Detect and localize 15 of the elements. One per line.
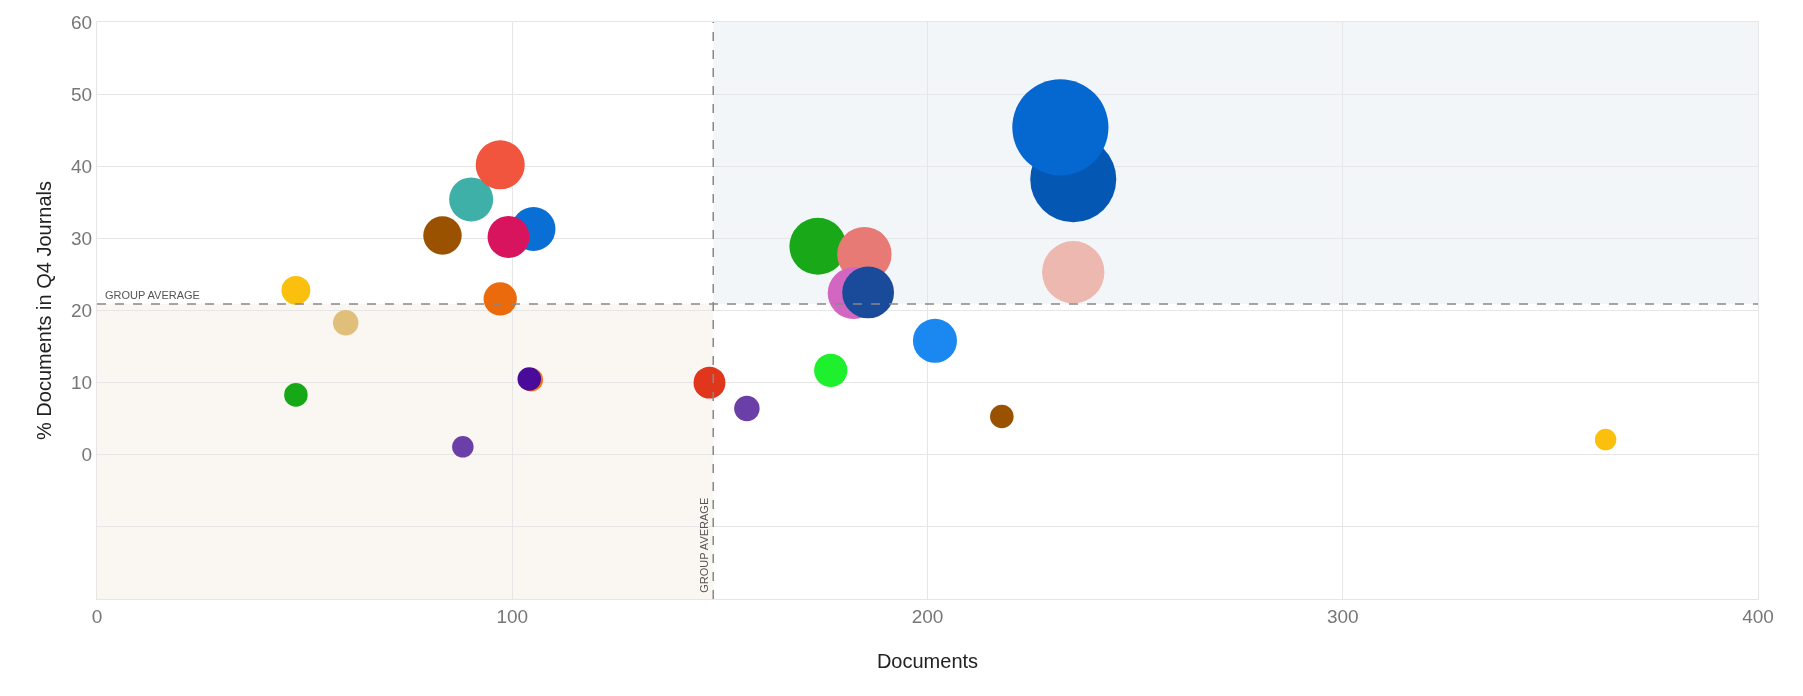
x-axis-title: Documents [876,650,979,673]
ref-line-label: GROUP AVERAGE [697,497,710,593]
y-axis-title: % Documents in Q4 Journals [32,180,55,441]
y-tick-label: 30 [71,228,93,250]
y-tick-label: 60 [71,11,93,33]
ref-line-label: GROUP AVERAGE [105,289,200,301]
y-tick-label: 0 [81,444,93,466]
x-tick-label: 400 [1742,605,1774,627]
y-tick-label: 20 [71,300,93,322]
x-tick-label: 100 [496,605,529,627]
x-tick-label: 300 [1326,605,1359,627]
y-tick-label: 10 [71,372,93,394]
y-tick-label: 40 [71,155,93,177]
x-tick-label: 200 [911,605,944,627]
y-tick-label: 50 [71,83,93,105]
